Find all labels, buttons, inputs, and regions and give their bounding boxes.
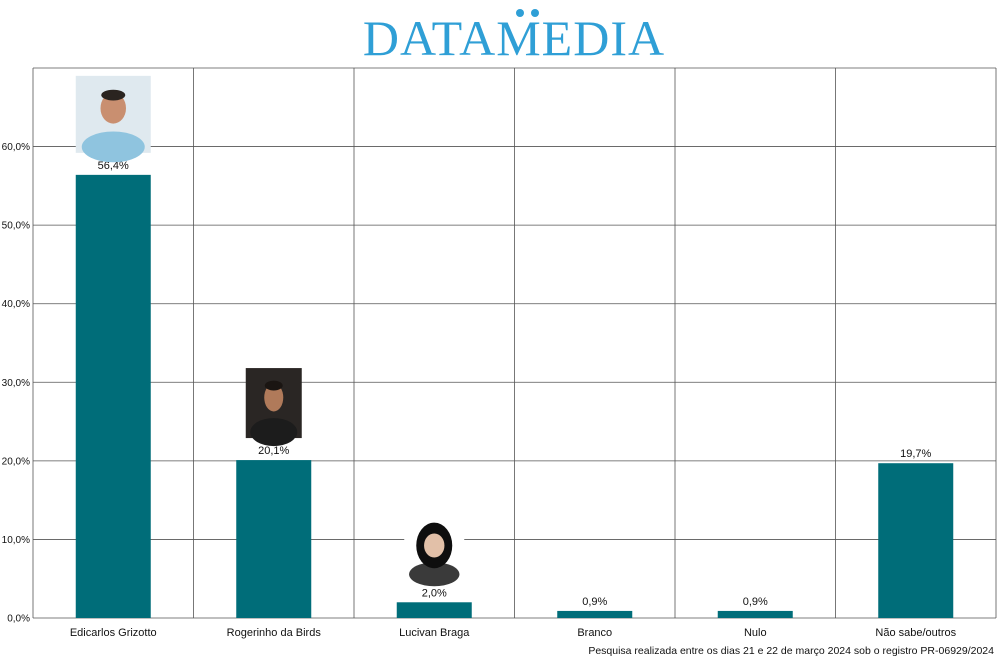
- bar: [717, 610, 793, 618]
- data-label: 20,1%: [258, 445, 289, 457]
- data-label: 56,4%: [98, 160, 129, 172]
- bar: [75, 174, 151, 618]
- category-label: Lucivan Braga: [399, 627, 470, 639]
- candidate-photo-shoulders: [250, 418, 298, 447]
- data-label: 0,9%: [582, 596, 607, 608]
- data-label: 2,0%: [422, 587, 447, 599]
- logo-figure-head: [516, 9, 524, 17]
- candidate-photo-face: [264, 383, 284, 412]
- category-label: Nulo: [744, 627, 767, 639]
- bar: [557, 610, 633, 618]
- logo-figure-head-2: [531, 9, 539, 17]
- bar: [396, 602, 472, 618]
- candidate-photo-hair: [101, 89, 126, 101]
- datamedia-logo: DATAMEDIA: [363, 9, 665, 64]
- y-tick-label: 40,0%: [2, 299, 30, 310]
- bar: [236, 460, 312, 618]
- candidate-photo-shoulders: [409, 562, 460, 587]
- data-label: 19,7%: [900, 448, 931, 460]
- y-tick-label: 10,0%: [2, 535, 30, 546]
- survey-footnote: Pesquisa realizada entre os dias 21 e 22…: [588, 645, 994, 657]
- candidate-photo-face: [424, 533, 445, 558]
- y-tick-label: 60,0%: [2, 142, 30, 153]
- logo-wordmark: DATAMEDIA: [363, 10, 665, 64]
- y-tick-label: 20,0%: [2, 456, 30, 467]
- y-tick-label: 0,0%: [7, 614, 30, 625]
- bar: [878, 463, 954, 618]
- category-label: Edicarlos Grizotto: [70, 627, 157, 639]
- data-label: 0,9%: [743, 596, 768, 608]
- category-label: Branco: [577, 627, 612, 639]
- candidate-photo-face: [100, 92, 126, 124]
- y-tick-label: 30,0%: [2, 378, 30, 389]
- candidate-photo-hair: [264, 380, 283, 391]
- y-tick-label: 50,0%: [2, 221, 30, 232]
- candidate-photo-shoulders: [81, 131, 145, 163]
- category-label: Rogerinho da Birds: [227, 627, 322, 639]
- category-label: Não sabe/outros: [875, 627, 956, 639]
